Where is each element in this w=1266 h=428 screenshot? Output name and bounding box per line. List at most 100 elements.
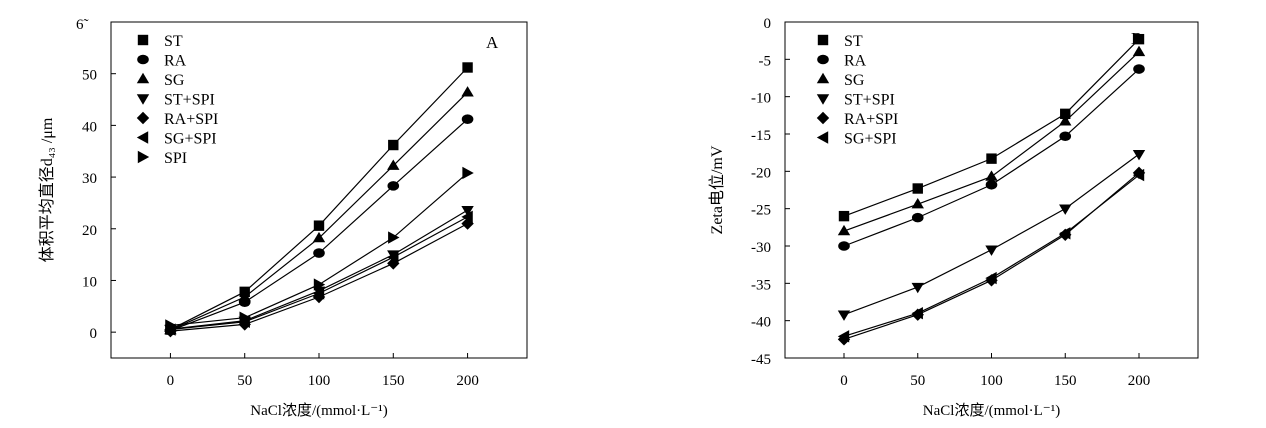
data-point [388, 231, 400, 244]
data-point [838, 210, 850, 222]
legend-item: SG+SPI [816, 131, 897, 148]
legend-marker [136, 94, 150, 105]
data-point [911, 212, 924, 223]
y-axis-label: Zeta电位/mV [708, 145, 726, 234]
y-tick-label: 0 [764, 16, 772, 32]
series-RA [838, 64, 1145, 251]
data-point [1059, 131, 1072, 142]
legend-marker [137, 54, 149, 65]
legend-marker [136, 72, 150, 84]
legend-label: SG+SPI [164, 131, 217, 148]
data-point [1133, 33, 1145, 45]
y-tick-label: -15 [751, 128, 771, 144]
legend-marker [816, 111, 830, 125]
legend-label: RA+SPI [164, 111, 218, 128]
legend-marker [816, 94, 830, 105]
data-point [1133, 64, 1145, 74]
panel-label: A [486, 33, 499, 52]
x-axis-label: NaCl浓度/(mmol·L⁻¹) [250, 402, 387, 419]
y-tick-label: 30 [82, 171, 97, 187]
series-RA+SPI [837, 166, 1146, 346]
x-tick-label: 150 [382, 373, 405, 389]
legend-item: SPI [137, 150, 187, 167]
legend-item: RA+SPI [816, 111, 898, 128]
data-point [313, 278, 326, 291]
data-point [239, 311, 251, 324]
x-tick-label: 200 [1128, 373, 1151, 389]
x-tick-label: 0 [167, 373, 175, 389]
series-ST [838, 33, 1145, 222]
y-axis-label: 体积平均直径d₄₃ /μm [38, 117, 56, 262]
legend-item: SG [136, 72, 185, 89]
data-point [462, 166, 474, 180]
data-point [387, 181, 400, 191]
data-point [387, 159, 400, 170]
legend-item: RA+SPI [136, 111, 218, 128]
data-point [985, 179, 998, 190]
y-tick-label: 40 [82, 119, 97, 135]
data-point [165, 319, 177, 332]
data-point [388, 139, 399, 151]
data-point [912, 183, 923, 194]
series-SG [837, 45, 1146, 236]
legend-marker [136, 111, 150, 125]
legend-label: RA+SPI [844, 111, 898, 128]
legend-label: SG [164, 72, 185, 89]
legend-label: ST [844, 33, 863, 50]
y-tick-label: -30 [751, 240, 771, 256]
legend-item: RA [137, 53, 187, 70]
x-tick-label: 100 [308, 373, 331, 389]
data-point [1059, 115, 1072, 126]
legend-item: ST+SPI [136, 92, 215, 109]
legend-label: ST+SPI [164, 92, 215, 109]
y-tick-label: -40 [751, 315, 771, 331]
data-point [461, 205, 474, 217]
y-tick-label: -35 [751, 277, 771, 293]
data-point [911, 307, 923, 320]
series-line [843, 172, 1140, 340]
y-tick-label: -25 [751, 203, 771, 219]
series-SPI [165, 166, 474, 332]
data-point [838, 241, 850, 251]
data-point [985, 170, 998, 181]
series-SG+SPI [837, 168, 1145, 343]
x-tick-label: 50 [237, 373, 252, 389]
data-point [461, 86, 474, 97]
y-tick-label: 0 [90, 326, 98, 342]
data-point [985, 271, 997, 285]
data-point [461, 114, 474, 124]
data-point [1132, 168, 1145, 182]
data-point [462, 62, 473, 73]
legend-item: SG [816, 72, 865, 89]
series-ST+SPI [837, 149, 1146, 321]
legend-item: SG+SPI [136, 131, 217, 148]
data-point [313, 248, 325, 258]
legend-marker [136, 131, 149, 144]
legend-marker [817, 34, 829, 46]
y-tick-label: 50 [82, 68, 97, 84]
legend-marker [817, 54, 829, 65]
data-point [1132, 45, 1146, 57]
y-tick-label: -45 [751, 352, 771, 368]
legend-label: RA [164, 53, 187, 70]
legend-label: SG [844, 72, 865, 89]
data-point [312, 287, 325, 300]
y-tick-label: -5 [759, 53, 772, 69]
x-axis-label: NaCl浓度/(mmol·L⁻¹) [923, 402, 1060, 419]
x-tick-label: 150 [1054, 373, 1077, 389]
legend-marker [137, 150, 150, 164]
legend-label: SG+SPI [844, 131, 897, 148]
legend-item: RA [817, 53, 867, 70]
data-point [911, 197, 924, 209]
chart-panel-B: 0501001502000-5-10-15-20-25-30-35-40-45B… [708, 16, 1199, 419]
corner-text: 6̃ [76, 17, 89, 33]
y-tick-label: 10 [82, 274, 97, 290]
y-tick-label: 20 [82, 223, 97, 239]
data-point [1059, 227, 1071, 240]
chart-panel-A: 0 50 100 150 200 0 10 20 30 40 50 6̃ A NaCl浓度/(mmol·L… [38, 17, 528, 419]
data-point [387, 251, 399, 264]
data-point [461, 210, 473, 224]
data-point [313, 220, 325, 231]
data-point [837, 224, 851, 236]
